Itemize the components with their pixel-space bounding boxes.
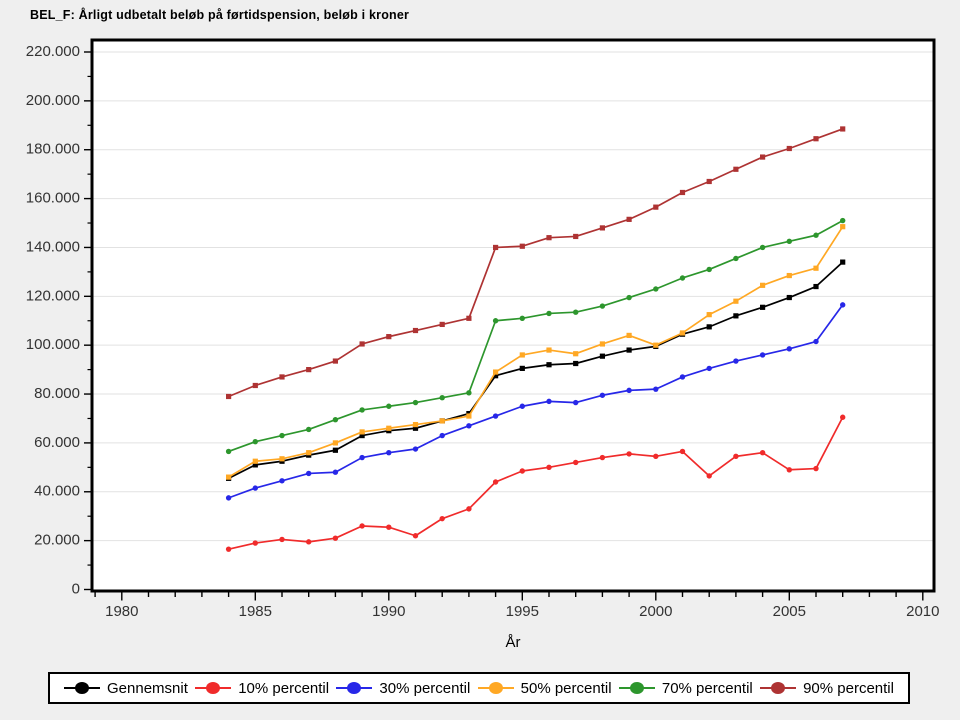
legend-label: 10% percentil — [238, 679, 330, 697]
y-axis-tick-label: 40.000 — [34, 483, 80, 500]
legend-item-10-percentil: 10% percentil — [195, 680, 329, 697]
legend-marker-icon — [618, 682, 655, 694]
series-line-70-percentil — [228, 219, 844, 453]
legend-item-70-percentil: 70% percentil — [618, 679, 753, 697]
legend-marker-icon — [195, 682, 232, 694]
y-axis-tick-label: 120.000 — [26, 287, 80, 304]
x-axis-tick-label: 2000 — [639, 603, 672, 620]
y-axis-tick-label: 20.000 — [34, 532, 80, 549]
legend-label: 50% percentil — [520, 679, 612, 697]
y-axis-tick-label: 220.000 — [26, 43, 80, 60]
series-line-50-percentil — [228, 226, 844, 478]
y-axis-tick-label: 0 — [72, 580, 80, 597]
y-axis-tick-label: 60.000 — [34, 434, 80, 451]
y-axis-tick-label: 80.000 — [34, 385, 80, 402]
y-axis-tick-label: 100.000 — [26, 336, 80, 353]
y-axis-tick-label: 200.000 — [26, 92, 80, 109]
x-axis-tick-label: 2010 — [906, 603, 939, 620]
legend-label: 30% percentil — [379, 679, 471, 697]
x-axis-title: År — [506, 634, 521, 651]
x-axis-tick-label: 1995 — [506, 603, 539, 620]
y-axis-tick-label: 180.000 — [26, 141, 80, 158]
legend-item-50-percentil: 50% percentil — [477, 679, 612, 697]
legend-item-30-percentil: 30% percentil — [336, 680, 470, 697]
legend-marker-icon — [477, 682, 514, 694]
legend-marker-icon — [64, 682, 100, 694]
legend-item-gennemsnit: Gennemsnit — [64, 680, 188, 697]
x-axis-tick-label: 1980 — [105, 603, 138, 620]
legend-marker-icon — [336, 682, 373, 694]
x-axis-tick-label: 1990 — [372, 603, 405, 620]
x-axis-tick-label: 2005 — [773, 603, 806, 620]
chart-title: BEL_F: Årligt udbetalt beløb på førtidsp… — [30, 8, 410, 22]
series-line-10-percentil — [228, 416, 844, 551]
y-axis-tick-label: 140.000 — [26, 238, 80, 255]
legend-label: 90% percentil — [803, 679, 894, 697]
legend: Gennemsnit 10% percentil 30% percentil 50% … — [48, 672, 910, 704]
plot-area: 0 20.000 40.000 60.000 80.000 100.000 120.000 1… — [26, 38, 939, 651]
x-axis-tick-label: 1985 — [239, 603, 272, 620]
series-line-90-percentil — [228, 128, 843, 398]
legend-item-90-percentil: 90% percentil — [760, 680, 894, 697]
legend-label: 70% percentil — [661, 679, 753, 697]
y-axis-tick-label: 160.000 — [26, 190, 80, 207]
legend-label: Gennemsnit — [107, 679, 188, 697]
series-line-30-percentil — [228, 304, 844, 499]
legend-marker-icon — [760, 682, 797, 694]
series-line-gennemsnit — [228, 261, 844, 480]
